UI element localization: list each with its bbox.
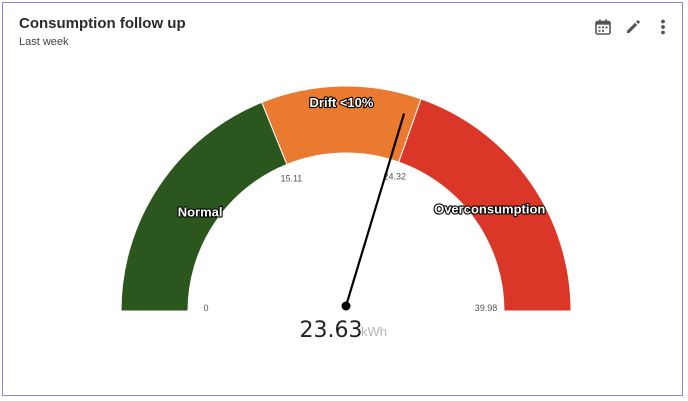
gauge-band-overconsumption <box>398 98 572 312</box>
card-title: Consumption follow up <box>19 15 186 32</box>
gauge-needle-hub <box>341 301 351 311</box>
gauge-tick-label: 24.32 <box>383 171 406 181</box>
gauge-tick-label: 0 <box>203 303 208 313</box>
gauge-needle <box>344 113 405 308</box>
gauge-value: 23.63 <box>300 318 363 343</box>
calendar-icon[interactable] <box>592 16 614 38</box>
band-label-normal: Normal <box>178 205 223 220</box>
gauge-tick-label: 15.11 <box>280 174 302 184</box>
pencil-icon[interactable] <box>622 16 644 38</box>
consumption-card: Consumption follow up Last week <box>2 2 683 396</box>
band-label-overconsumption: Overconsumption <box>434 201 545 216</box>
more-vertical-icon[interactable] <box>652 16 674 38</box>
gauge-unit: kWh <box>361 324 387 339</box>
band-label-drift-10: Drift <10% <box>310 95 374 110</box>
gauge-tick-label: 39.98 <box>475 303 498 313</box>
card-actions <box>592 16 674 38</box>
card-subtitle: Last week <box>19 36 69 48</box>
